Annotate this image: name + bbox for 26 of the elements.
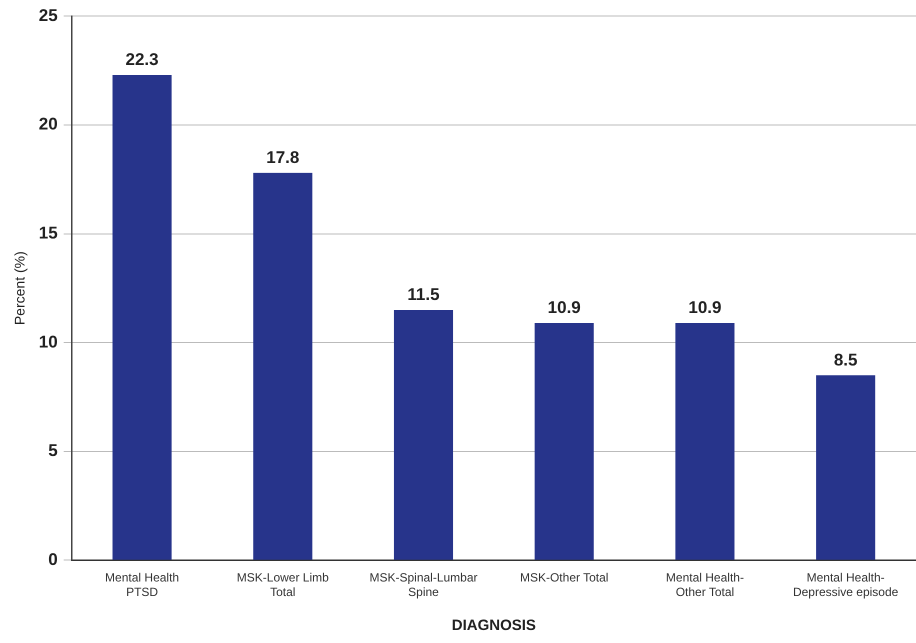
y-tick-label: 15	[38, 223, 58, 242]
x-tick-label: Mental Health PTSD	[105, 570, 180, 600]
x-tick-label: MSK-Other Total	[520, 570, 608, 585]
bar	[675, 323, 734, 560]
data-label: 17.8	[266, 148, 300, 168]
data-label: 22.3	[126, 50, 159, 70]
y-tick-label: 20	[38, 114, 58, 134]
x-tick-label: Mental Health-Depressive episode	[792, 570, 899, 600]
y-tick-label: 5	[48, 441, 58, 460]
bar	[394, 310, 454, 560]
y-tick-label: 10	[38, 332, 58, 352]
x-axis-title: DIAGNOSIS	[452, 617, 536, 634]
bar	[253, 172, 312, 560]
data-label: 10.9	[688, 298, 722, 318]
bar	[534, 323, 594, 560]
bar	[816, 375, 876, 560]
x-tick-label: MSK-Lower Limb Total	[236, 570, 330, 600]
y-axis-title: Percent (%)	[11, 251, 28, 326]
y-tick-label: 0	[48, 550, 58, 569]
data-label: 10.9	[548, 298, 581, 318]
x-tick-label: Mental Health-Other Total	[666, 570, 744, 600]
data-label: 11.5	[407, 285, 440, 304]
x-tick-label: MSK-Spinal-Lumbar Spine	[369, 570, 478, 600]
bar	[112, 74, 172, 560]
data-label: 8.5	[834, 350, 858, 370]
y-tick-label: 25	[38, 6, 58, 25]
